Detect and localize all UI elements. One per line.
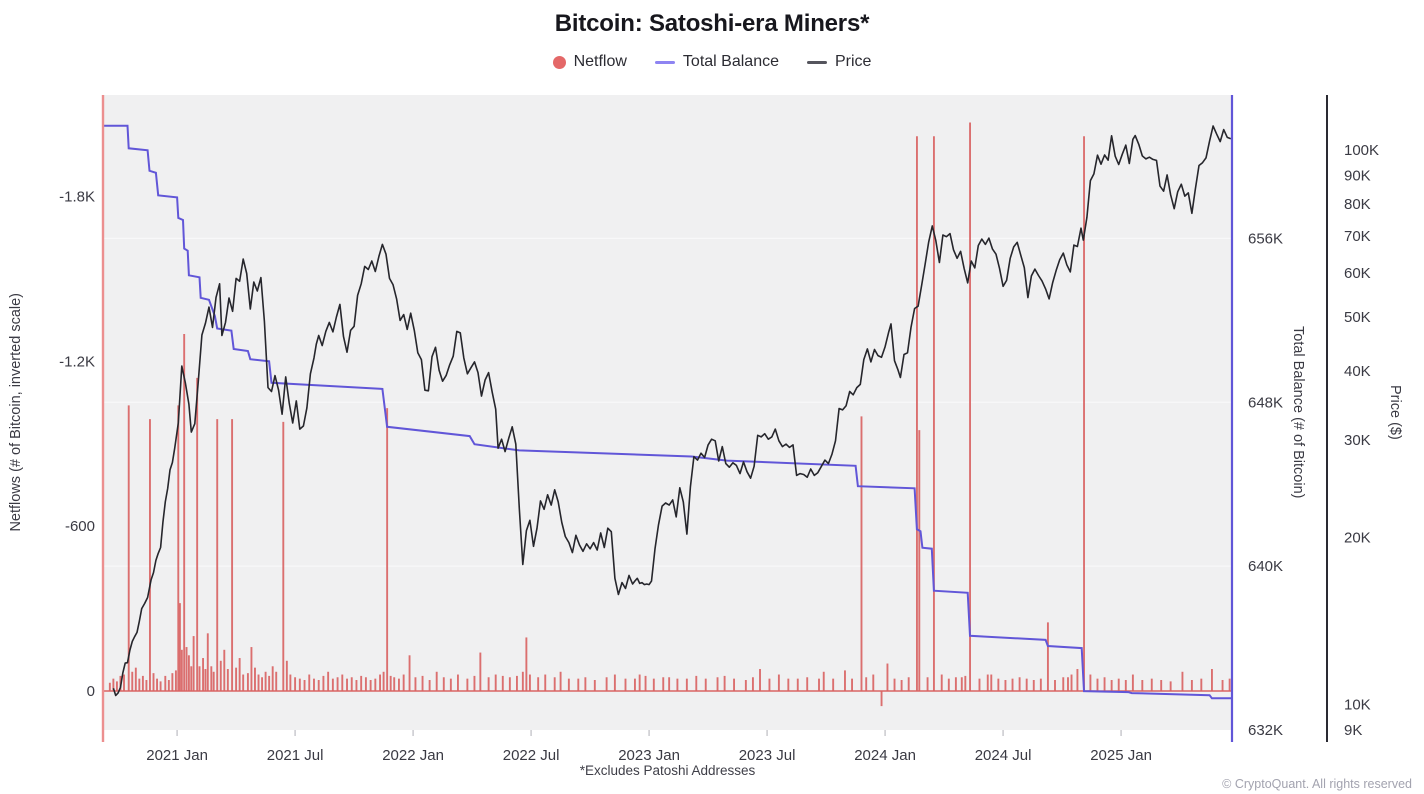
- tick-label: -1.2K: [59, 353, 95, 370]
- tick-label: 2024 Jul: [975, 747, 1032, 764]
- tick-label: 2022 Jul: [503, 747, 560, 764]
- tick-label: 100K: [1344, 142, 1379, 159]
- tick-label: 10K: [1344, 697, 1371, 714]
- footnote: *Excludes Patoshi Addresses: [579, 763, 756, 778]
- legend-label-total-balance: Total Balance: [682, 53, 779, 70]
- balance-axis-ticks: 656K 648K 640K 632K: [1248, 230, 1283, 739]
- legend-label-netflow: Netflow: [573, 53, 627, 70]
- tick-label: 2021 Jan: [146, 747, 208, 764]
- plot-area[interactable]: [103, 95, 1232, 730]
- chart-title: Bitcoin: Satoshi-era Miners*: [554, 10, 870, 37]
- balance-axis-title: Total Balance (# of Bitcoin): [1290, 326, 1306, 499]
- tick-label: 648K: [1248, 394, 1283, 411]
- tick-label: 70K: [1344, 228, 1371, 245]
- netflow-axis-ticks: -1.8K -1.2K -600 0: [59, 189, 95, 700]
- tick-label: 9K: [1344, 722, 1362, 739]
- legend-item-netflow[interactable]: Netflow: [552, 53, 627, 71]
- tick-label: 40K: [1344, 363, 1371, 380]
- netflow-dot-icon: [552, 55, 566, 69]
- legend-item-total-balance[interactable]: Total Balance: [654, 53, 779, 71]
- legend-label-price: Price: [834, 53, 872, 70]
- price-axis-ticks: 100K 90K 80K 70K 60K 50K 40K 30K 20K 10K 9K: [1344, 142, 1379, 739]
- tick-label: 2025 Jan: [1090, 747, 1152, 764]
- netflow-series: [108, 122, 1231, 707]
- legend: Netflow Total Balance Price: [0, 53, 1424, 71]
- tick-label: 50K: [1344, 309, 1371, 326]
- copyright-notice: © CryptoQuant. All rights reserved: [1222, 777, 1412, 791]
- x-axis-ticks: 2021 Jan 2021 Jul 2022 Jan 2022 Jul 2023 Jan…: [146, 730, 1152, 764]
- tick-label: 80K: [1344, 196, 1371, 213]
- tick-label: -1.8K: [59, 189, 95, 206]
- total-balance-line-icon: [654, 60, 675, 64]
- tick-label: 60K: [1344, 265, 1371, 282]
- tick-label: 90K: [1344, 167, 1371, 184]
- legend-item-price[interactable]: Price: [806, 53, 872, 71]
- tick-label: 0: [87, 683, 95, 700]
- gridlines: [103, 237, 1232, 567]
- total-balance-series: [103, 124, 1232, 700]
- tick-label: 2024 Jan: [854, 747, 916, 764]
- tick-label: 2023 Jan: [618, 747, 680, 764]
- tick-label: 20K: [1344, 530, 1371, 547]
- tick-label: 2023 Jul: [739, 747, 796, 764]
- price-axis-title: Price ($): [1387, 385, 1403, 440]
- tick-label: 2022 Jan: [382, 747, 444, 764]
- price-line-icon: [806, 60, 827, 64]
- tick-label: -600: [65, 518, 95, 535]
- price-series: [112, 125, 1232, 697]
- tick-label: 640K: [1248, 558, 1283, 575]
- tick-label: 2021 Jul: [267, 747, 324, 764]
- tick-label: 30K: [1344, 432, 1371, 449]
- tick-label: 656K: [1248, 230, 1283, 247]
- tick-label: 632K: [1248, 722, 1283, 739]
- netflow-axis-title: Netflows (# of Bitcoin, inverted scale): [8, 293, 24, 532]
- series-layer: [103, 122, 1232, 707]
